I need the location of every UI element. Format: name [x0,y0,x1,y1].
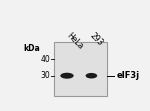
Text: HeLa: HeLa [65,31,85,51]
Text: eIF3j: eIF3j [116,71,140,80]
Ellipse shape [60,73,74,79]
Ellipse shape [86,73,97,78]
Text: 30: 30 [40,71,50,80]
Text: 40: 40 [40,55,50,64]
Text: kDa: kDa [23,44,40,53]
Bar [54,42,107,96]
Text: 293: 293 [88,31,105,48]
